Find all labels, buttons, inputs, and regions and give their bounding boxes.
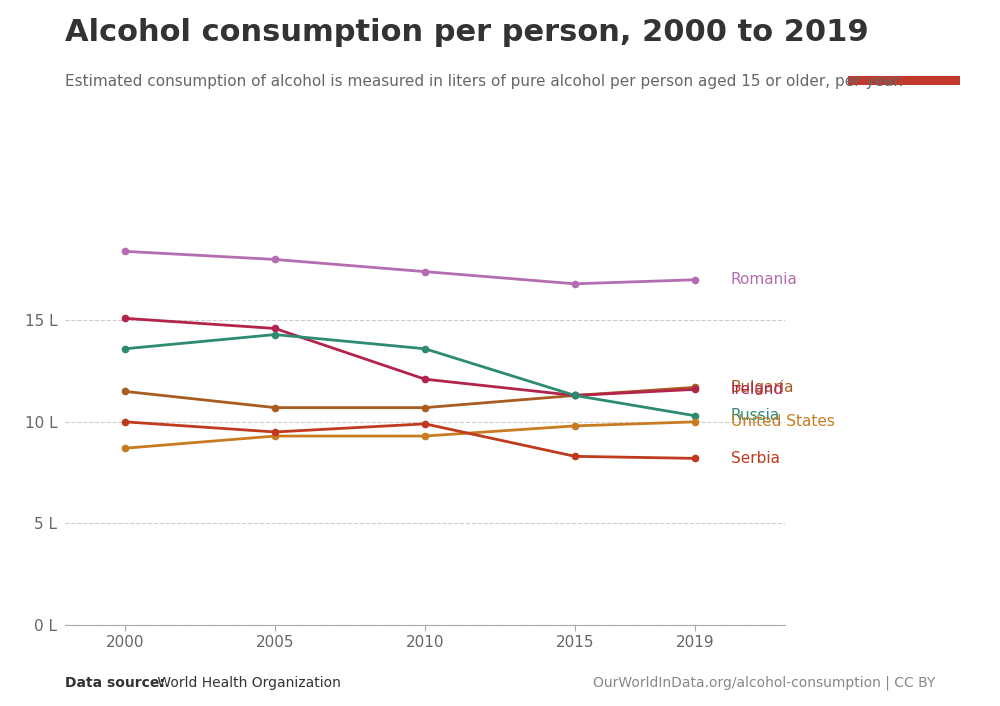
Text: Estimated consumption of alcohol is measured in liters of pure alcohol per perso: Estimated consumption of alcohol is meas…: [65, 74, 903, 89]
Text: United States: United States: [731, 414, 835, 429]
Text: Bulgaria: Bulgaria: [731, 380, 794, 395]
Text: Our World: Our World: [870, 31, 938, 44]
Text: Romania: Romania: [731, 273, 798, 287]
Text: Alcohol consumption per person, 2000 to 2019: Alcohol consumption per person, 2000 to …: [65, 18, 869, 47]
Text: Data source:: Data source:: [65, 676, 165, 690]
Text: Russia: Russia: [731, 408, 780, 423]
Text: Ireland: Ireland: [731, 382, 784, 397]
Text: OurWorldInData.org/alcohol-consumption | CC BY: OurWorldInData.org/alcohol-consumption |…: [593, 676, 935, 690]
Bar: [848, 76, 960, 85]
Text: Serbia: Serbia: [731, 451, 780, 466]
Text: World Health Organization: World Health Organization: [153, 676, 341, 690]
Text: in Data: in Data: [880, 53, 928, 66]
